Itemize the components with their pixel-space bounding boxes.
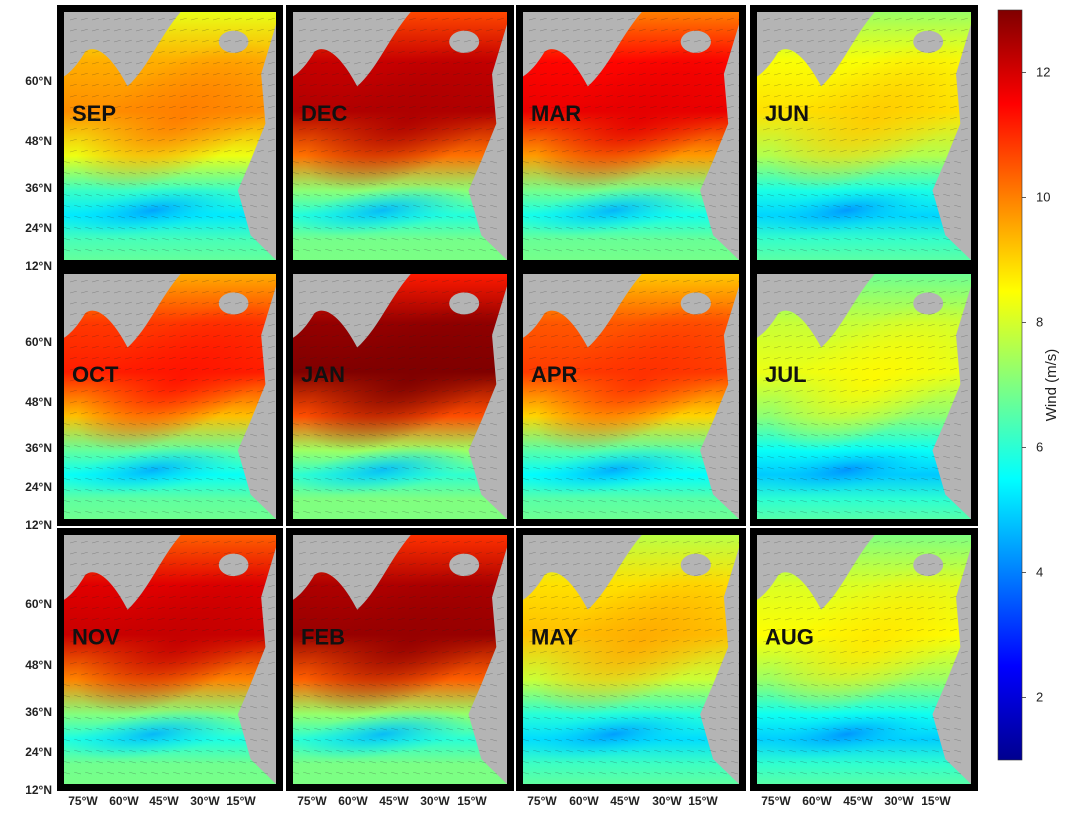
lat-label: 60°N <box>25 74 52 88</box>
lon-label: 75°W <box>297 794 327 808</box>
map-panel-mar: MAR <box>512 5 772 267</box>
month-label-jul: JUL <box>765 362 807 387</box>
lon-label: 30°W <box>884 794 914 808</box>
lat-label: 60°N <box>25 597 52 611</box>
lon-label: 60°W <box>338 794 368 808</box>
lon-label: 45°W <box>379 794 409 808</box>
map-panel-may: MAY <box>512 528 773 791</box>
colorbar-tick-label: 8 <box>1036 315 1043 330</box>
lon-label: 30°W <box>190 794 220 808</box>
lon-label: 60°W <box>802 794 832 808</box>
map-panel-feb: FEB <box>281 528 540 791</box>
lon-label: 15°W <box>921 794 951 808</box>
colorbar-tick-label: 10 <box>1036 190 1050 205</box>
month-label-aug: AUG <box>765 625 814 650</box>
colorbar-tick-label: 4 <box>1036 565 1043 580</box>
lon-label: 75°W <box>761 794 791 808</box>
iceland-landmass <box>449 292 479 314</box>
lat-label: 48°N <box>25 658 52 672</box>
month-label-may: MAY <box>531 625 578 650</box>
lon-label: 75°W <box>527 794 557 808</box>
colorbar-tick-label: 12 <box>1036 65 1050 80</box>
lon-label: 45°W <box>149 794 179 808</box>
map-panel-apr: APR <box>512 267 772 526</box>
iceland-landmass <box>913 292 943 314</box>
month-label-dec: DEC <box>301 101 348 126</box>
map-panels: SEP DEC MAR JUN OCT JAN APR JUL NOV FEB MAY AUG <box>52 5 1004 791</box>
lat-label: 12°N <box>25 783 52 797</box>
lat-label: 60°N <box>25 335 52 349</box>
month-label-jan: JAN <box>301 362 345 387</box>
month-label-jun: JUN <box>765 101 809 126</box>
colorbar-tick-label: 6 <box>1036 440 1043 455</box>
map-panel-jan: JAN <box>282 267 540 526</box>
lon-label: 15°W <box>457 794 487 808</box>
iceland-landmass <box>219 31 249 53</box>
lat-label: 36°N <box>25 441 52 455</box>
map-panel-aug: AUG <box>745 528 1004 791</box>
lat-label: 12°N <box>25 518 52 532</box>
map-panel-jul: JUL <box>746 267 1004 526</box>
lat-label: 48°N <box>25 134 52 148</box>
iceland-landmass <box>219 292 249 314</box>
longitude-axis: 75°W 60°W 45°W 30°W 15°W 75°W 60°W 45°W 30°W 15°W… <box>68 794 951 808</box>
map-panel-sep: SEP <box>52 5 309 267</box>
month-label-oct: OCT <box>72 362 119 387</box>
lon-label: 60°W <box>569 794 599 808</box>
month-label-mar: MAR <box>531 101 581 126</box>
lat-label: 48°N <box>25 395 52 409</box>
iceland-landmass <box>219 554 249 576</box>
lon-label: 45°W <box>843 794 873 808</box>
lat-label: 24°N <box>25 480 52 494</box>
colorbar-ramp <box>998 10 1022 760</box>
lat-label: 36°N <box>25 181 52 195</box>
month-label-nov: NOV <box>72 625 120 650</box>
lon-label: 15°W <box>226 794 256 808</box>
lat-label: 24°N <box>25 745 52 759</box>
map-panel-dec: DEC <box>281 5 539 267</box>
lon-label: 15°W <box>688 794 718 808</box>
month-label-apr: APR <box>531 362 578 387</box>
map-panel-nov: NOV <box>52 528 309 791</box>
lat-label: 36°N <box>25 705 52 719</box>
map-panel-oct: OCT <box>53 267 309 526</box>
month-label-sep: SEP <box>72 101 116 126</box>
colorbar-tick-label: 2 <box>1036 690 1043 705</box>
colorbar-title: Wind (m/s) <box>1043 349 1060 422</box>
lon-label: 30°W <box>652 794 682 808</box>
colorbar: 2 4 6 8 10 12 Wind (m/s) <box>998 10 1060 760</box>
lat-label: 24°N <box>25 221 52 235</box>
month-label-feb: FEB <box>301 625 345 650</box>
lon-label: 30°W <box>420 794 450 808</box>
lat-label: 12°N <box>25 259 52 273</box>
lon-label: 75°W <box>68 794 98 808</box>
lon-label: 45°W <box>610 794 640 808</box>
latitude-axis: 60°N 48°N 36°N 24°N 12°N 60°N 48°N 36°N 24°N 12°N… <box>25 74 52 797</box>
lon-label: 60°W <box>109 794 139 808</box>
map-panel-jun: JUN <box>745 5 1003 267</box>
